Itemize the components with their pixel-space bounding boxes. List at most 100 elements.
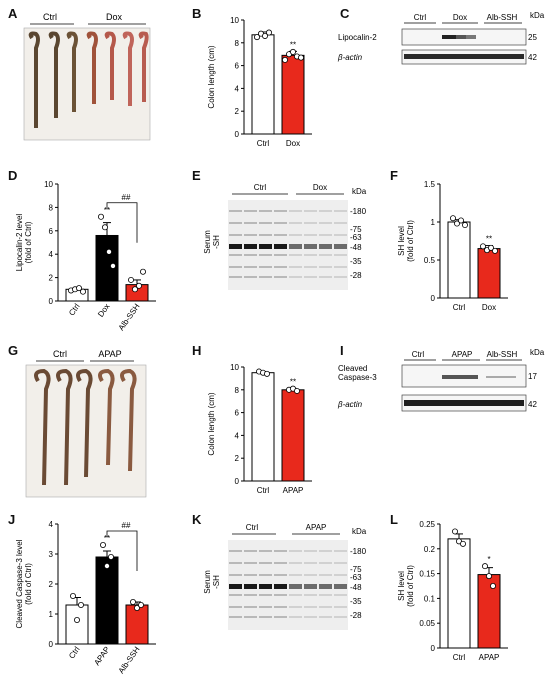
x-tick-label: Ctrl <box>257 486 270 495</box>
gel-band <box>274 594 287 596</box>
gel-band <box>304 616 317 618</box>
bar <box>281 389 305 482</box>
blot-row-label-lipocalin: Lipocalin-2 <box>338 33 377 42</box>
y-tick-label: 0.15 <box>419 570 435 579</box>
gel-band <box>274 254 287 256</box>
gel-band <box>289 276 302 278</box>
data-point <box>264 370 271 377</box>
gel-band <box>319 616 332 618</box>
data-point <box>266 29 273 36</box>
blot-band <box>486 376 516 378</box>
kda-marker: -180 <box>350 547 367 556</box>
gel-band <box>319 266 332 268</box>
y-tick-label: 1 <box>431 218 436 227</box>
y-tick-label: 0 <box>431 294 436 303</box>
y-tick-label: 1 <box>49 610 54 619</box>
panel-e-gel: kDa Ctrl Dox Serum-SH -180 -75-63-48 -35 -2… <box>203 183 367 290</box>
panel-label-h: H <box>192 343 202 358</box>
gel-band <box>274 276 287 278</box>
kda-marker: 25 <box>528 33 537 42</box>
gel-band <box>304 574 317 576</box>
y-tick-label: 8 <box>235 39 240 48</box>
gel-band <box>334 574 347 576</box>
blot-band <box>404 54 524 59</box>
kda-markers: -180 -75-63-48 -35 -28 <box>350 547 367 620</box>
panel-label-i: I <box>340 343 344 358</box>
gel-band <box>334 222 347 224</box>
group-label-apap: APAP <box>306 523 327 532</box>
bracket-significance: ## <box>122 193 131 202</box>
y-tick-label: 0 <box>235 130 240 139</box>
comparison-bracket <box>106 530 138 571</box>
y-tick-label: 0.25 <box>419 520 435 529</box>
gel-band <box>229 210 242 212</box>
gel-band <box>244 562 257 564</box>
significance-marker: ** <box>486 235 492 244</box>
x-tick-label: Dox <box>286 139 300 148</box>
gel-band <box>259 210 272 212</box>
gel-band <box>244 244 257 249</box>
gel-band <box>334 584 347 589</box>
gel-band <box>244 574 257 576</box>
gel-band <box>244 606 257 608</box>
data-point <box>262 32 269 39</box>
x-tick-label: Ctrl <box>67 645 82 661</box>
gel-band <box>304 222 317 224</box>
y-tick-label: 3 <box>49 550 54 559</box>
gel-band <box>319 210 332 212</box>
bar <box>251 372 275 482</box>
y-tick-label: 8 <box>49 203 54 212</box>
gel-band <box>229 594 242 596</box>
data-point <box>139 268 146 275</box>
y-tick-label: 2 <box>235 107 240 116</box>
gel-band <box>334 266 347 268</box>
data-point <box>450 215 457 222</box>
chart-d-lipocalin: 0 2 4 6 8 10 Lipocalin-2 level(fold of Ctrl) Ct… <box>15 180 156 332</box>
gel-band <box>259 222 272 224</box>
chart-f-sh-level: 0 0.5 1 1.5 SH level(fold of Ctrl) Ctrl ** Dox <box>397 180 508 312</box>
data-point <box>108 554 115 561</box>
data-point <box>128 276 135 283</box>
gel-band <box>274 210 287 212</box>
gel-band <box>289 550 302 552</box>
data-point <box>290 48 297 55</box>
data-point <box>102 224 109 231</box>
gel-band <box>289 210 302 212</box>
data-point <box>137 602 144 609</box>
panel-label-l: L <box>390 512 398 527</box>
y-tick-label: 0.5 <box>424 256 436 265</box>
gel-band <box>289 562 302 564</box>
y-axis-label: SH level(fold of Ctrl) <box>397 565 415 607</box>
panel-label-k: K <box>192 512 202 527</box>
y-tick-label: 8 <box>235 386 240 395</box>
chart-j-caspase: 0 1 2 3 4 Cleaved Caspase-3 level(fold of Ctr… <box>15 520 156 675</box>
gel-bands <box>229 210 347 278</box>
bar <box>65 604 89 645</box>
group-label-dox: Dox <box>313 183 327 192</box>
group-label-alb-ssh: Alb-SSH <box>487 13 518 22</box>
gel-band <box>289 234 302 236</box>
y-tick-label: 0.1 <box>424 594 436 603</box>
gel-band <box>274 562 287 564</box>
group-label-ctrl: Ctrl <box>254 183 267 192</box>
data-point <box>482 563 489 570</box>
gel-band <box>334 594 347 596</box>
y-tick-label: 0 <box>49 640 54 649</box>
panel-label-b: B <box>192 6 202 21</box>
blot-band <box>404 400 524 406</box>
gel-row-label: Serum-SH <box>203 230 221 254</box>
data-point <box>134 605 141 612</box>
y-tick-label: 4 <box>49 250 54 259</box>
blot-row-label-actin: β-actin <box>337 400 363 409</box>
data-point <box>98 213 105 220</box>
gel-band <box>274 574 287 576</box>
data-point <box>462 222 469 229</box>
gel-band <box>334 550 347 552</box>
gel-band <box>259 266 272 268</box>
x-tick-label: Dox <box>96 302 112 319</box>
bar <box>251 34 275 135</box>
gel-band <box>274 234 287 236</box>
group-label-dox: Dox <box>453 13 467 22</box>
y-tick-label: 6 <box>235 62 240 71</box>
gel-band <box>304 254 317 256</box>
